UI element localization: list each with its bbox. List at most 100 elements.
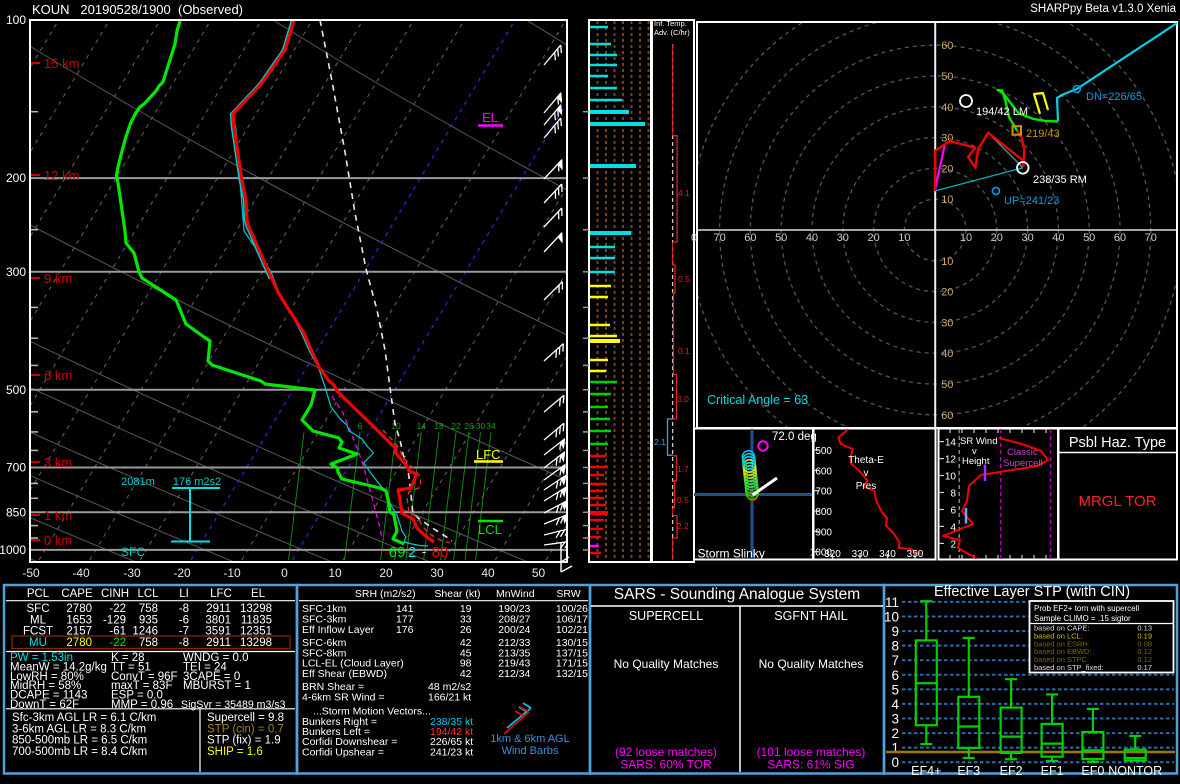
svg-text:10: 10	[391, 421, 401, 431]
svg-text:10: 10	[941, 194, 953, 206]
svg-text:3801: 3801	[205, 614, 231, 626]
svg-text:2780: 2780	[66, 603, 92, 615]
svg-text:300: 300	[6, 265, 26, 279]
svg-text:176 m2s2: 176 m2s2	[173, 476, 221, 488]
svg-text:SUPERCELL: SUPERCELL	[629, 609, 703, 623]
svg-text:72.0 deg: 72.0 deg	[772, 431, 817, 443]
svg-text:Height: Height	[962, 456, 990, 467]
svg-text:UP=241/23: UP=241/23	[1004, 195, 1059, 207]
svg-text:600: 600	[815, 466, 832, 477]
svg-text:14: 14	[945, 438, 957, 449]
svg-text:LCL: LCL	[478, 522, 502, 537]
svg-text:20: 20	[941, 163, 953, 175]
svg-text:Sfc-3km AGL LR = 6.1 C/km: Sfc-3km AGL LR = 6.1 C/km	[12, 712, 156, 724]
svg-text:60: 60	[941, 40, 953, 52]
svg-text:10: 10	[898, 232, 910, 244]
svg-text:Eff Inflow Layer: Eff Inflow Layer	[302, 624, 375, 636]
svg-text:132/15: 132/15	[556, 668, 588, 680]
svg-text:238/35 RM: 238/35 RM	[1033, 174, 1087, 186]
svg-text:ML: ML	[30, 614, 47, 626]
svg-text:Adv. (C/hr): Adv. (C/hr)	[654, 28, 690, 37]
svg-text:SHIP = 1.6: SHIP = 1.6	[207, 746, 263, 758]
svg-text:-129: -129	[103, 614, 126, 626]
svg-text:CINH: CINH	[101, 588, 129, 600]
svg-text:0: 0	[691, 232, 697, 244]
svg-text:241/23 kt: 241/23 kt	[430, 746, 473, 758]
svg-text:800: 800	[815, 507, 832, 518]
svg-text:12: 12	[945, 455, 957, 466]
svg-text:320: 320	[824, 549, 841, 560]
svg-text:Pres: Pres	[856, 481, 877, 492]
svg-text:2911: 2911	[206, 637, 231, 649]
svg-text:0.5: 0.5	[677, 495, 689, 505]
svg-text:758: 758	[139, 637, 158, 649]
svg-text:15 km: 15 km	[44, 56, 79, 71]
svg-text:-20: -20	[173, 566, 191, 580]
svg-text:MBURST = 1: MBURST = 1	[183, 680, 251, 692]
svg-text:80: 80	[432, 544, 449, 561]
svg-text:18: 18	[434, 421, 444, 431]
svg-text:700-500mb LR = 8.4 C/km: 700-500mb LR = 8.4 C/km	[12, 746, 147, 758]
svg-text:LFC: LFC	[476, 447, 501, 462]
svg-text:20: 20	[991, 232, 1003, 244]
svg-text:70: 70	[713, 232, 725, 244]
svg-text:166/21 kt: 166/21 kt	[428, 692, 471, 704]
svg-text:EF2: EF2	[1000, 764, 1023, 778]
svg-text:EL: EL	[251, 588, 266, 600]
svg-text:EF1: EF1	[1041, 764, 1064, 778]
svg-text:102/21: 102/21	[556, 624, 588, 636]
svg-text:40: 40	[941, 102, 953, 114]
svg-text:0.17: 0.17	[1137, 663, 1152, 672]
svg-text:STP (cin) = 0.7: STP (cin) = 0.7	[207, 723, 284, 735]
svg-text:3 km: 3 km	[44, 455, 72, 470]
svg-text:1000: 1000	[0, 543, 26, 557]
svg-text:Shear (kt): Shear (kt)	[434, 588, 480, 600]
svg-text:50: 50	[532, 566, 546, 580]
svg-text:50: 50	[941, 379, 953, 391]
svg-text:CAPE: CAPE	[61, 588, 93, 600]
svg-text:0: 0	[281, 566, 288, 580]
svg-text:Eff Shear (EBWD): Eff Shear (EBWD)	[302, 668, 387, 680]
svg-text:Inf. Temp.: Inf. Temp.	[654, 19, 687, 28]
svg-text:11835: 11835	[241, 614, 272, 626]
svg-text:Classic: Classic	[1007, 447, 1038, 458]
svg-text:1: 1	[891, 741, 899, 756]
svg-text:219/43: 219/43	[1026, 128, 1060, 140]
svg-text:0 km: 0 km	[44, 533, 72, 548]
svg-text:30: 30	[941, 317, 953, 329]
svg-text:6 km: 6 km	[44, 368, 72, 383]
svg-text:758: 758	[139, 603, 158, 615]
svg-text:-50: -50	[22, 566, 40, 580]
svg-text:22: 22	[451, 421, 461, 431]
svg-text:60: 60	[744, 232, 756, 244]
svg-text:SARS: 61% SIG: SARS: 61% SIG	[767, 758, 854, 772]
svg-text:3-6km AGL LR = 8.3 C/km: 3-6km AGL LR = 8.3 C/km	[12, 723, 146, 735]
svg-text:13298: 13298	[240, 637, 272, 649]
svg-text:330: 330	[852, 549, 869, 560]
svg-text:50: 50	[941, 71, 953, 83]
svg-text:2911: 2911	[206, 603, 231, 615]
svg-text:4.1: 4.1	[678, 188, 690, 198]
svg-text:based on STP_fixed:: based on STP_fixed:	[1034, 663, 1104, 672]
svg-text:SARS: 60% TOR: SARS: 60% TOR	[620, 758, 712, 772]
svg-text:DN=226/65: DN=226/65	[1086, 91, 1142, 103]
svg-text:10: 10	[884, 610, 899, 625]
svg-text:700: 700	[6, 461, 26, 475]
svg-text:0: 0	[891, 755, 899, 770]
svg-text:Storm Slinky: Storm Slinky	[698, 547, 765, 561]
svg-text:-22: -22	[109, 637, 126, 649]
svg-text:60: 60	[941, 410, 953, 422]
svg-text:v: v	[864, 468, 869, 479]
svg-text:0.5: 0.5	[678, 274, 690, 284]
svg-text:No Quality Matches: No Quality Matches	[614, 657, 719, 671]
svg-text:Supercell: Supercell	[1003, 458, 1043, 469]
svg-text:20: 20	[941, 287, 953, 299]
svg-text:13298: 13298	[240, 603, 272, 615]
svg-text:40: 40	[806, 232, 818, 244]
svg-text:Corfidi Upshear =: Corfidi Upshear =	[302, 746, 384, 758]
svg-text:1km & 6km AGL: 1km & 6km AGL	[490, 733, 569, 745]
svg-text:30: 30	[837, 232, 849, 244]
svg-text:30: 30	[1021, 232, 1033, 244]
svg-text:8: 8	[891, 639, 899, 654]
svg-text:Wind Barbs: Wind Barbs	[502, 745, 559, 757]
